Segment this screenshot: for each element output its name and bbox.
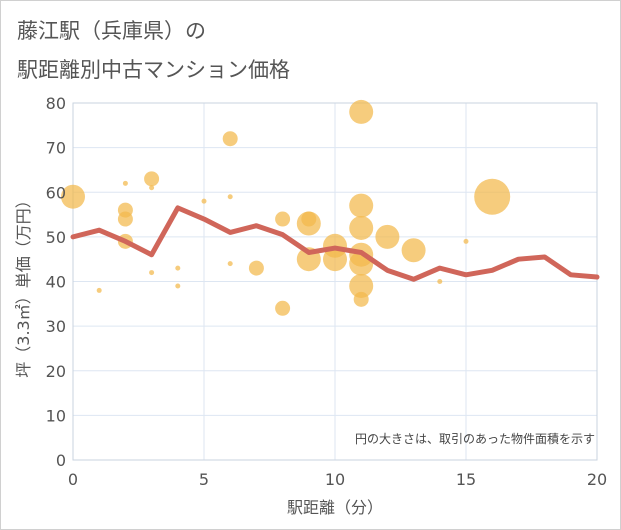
chart-title-line-1: 藤江駅（兵庫県）の [17, 19, 206, 43]
bubble-point [275, 300, 291, 316]
bubble-point [149, 185, 155, 191]
bubble-point [117, 211, 133, 227]
bubble-layer [61, 99, 511, 316]
bubble-point [349, 273, 374, 298]
bubble-point [401, 238, 426, 263]
chart-title-line-2: 駅距離別中古マンション価格 [17, 58, 290, 82]
bubble-point [323, 247, 347, 272]
bubble-point [201, 198, 207, 204]
bubble-point [227, 261, 233, 267]
bubble-point [349, 215, 374, 240]
bubble-point [227, 194, 233, 200]
bubble-point [349, 193, 374, 218]
y-tick-label: 70 [46, 139, 66, 158]
x-axis-label: 駅距離（分） [287, 498, 383, 517]
y-tick-label: 60 [46, 183, 66, 202]
line-layer [70, 205, 600, 282]
bubble-point [437, 279, 443, 284]
size-annotation: 円の大きさは、取引のあった物件面積を示す [355, 431, 595, 446]
bubble-point [349, 99, 374, 124]
bubble-point [463, 238, 469, 244]
plot-frame [72, 102, 598, 461]
bubble-point [222, 131, 238, 147]
y-tick-label: 0 [56, 451, 66, 470]
bubble-point [96, 287, 102, 293]
bubble-point [122, 180, 128, 186]
bubble-point [474, 178, 511, 215]
bubble-point [248, 260, 264, 276]
grid [72, 102, 598, 461]
bubble-point [296, 211, 321, 236]
y-tick-label: 10 [46, 406, 66, 425]
y-axis-label: 坪（3.3㎡）単価（万円） [14, 192, 33, 377]
average-price-line [70, 205, 600, 282]
y-tick-labels: 0 10 20 30 40 50 60 70 80 [46, 94, 66, 470]
x-tick-label: 10 [325, 470, 345, 489]
bubble-point [175, 265, 181, 271]
y-tick-label: 20 [46, 362, 66, 381]
y-tick-label: 30 [46, 317, 66, 336]
bubble-point [144, 171, 160, 187]
bubble-point [175, 283, 181, 289]
y-tick-label: 40 [46, 273, 66, 292]
x-tick-labels: 0 5 10 15 20 [68, 470, 607, 489]
bubble-point [149, 270, 155, 276]
x-tick-label: 5 [199, 470, 209, 489]
bubble-point [275, 211, 291, 227]
bubble-point [353, 291, 369, 307]
x-tick-label: 0 [68, 470, 78, 489]
bubble-point [375, 224, 400, 249]
bubble-point [61, 184, 85, 209]
y-tick-label: 80 [46, 94, 66, 113]
x-tick-label: 15 [456, 470, 476, 489]
y-tick-label: 50 [46, 228, 66, 247]
x-tick-label: 20 [587, 470, 607, 489]
